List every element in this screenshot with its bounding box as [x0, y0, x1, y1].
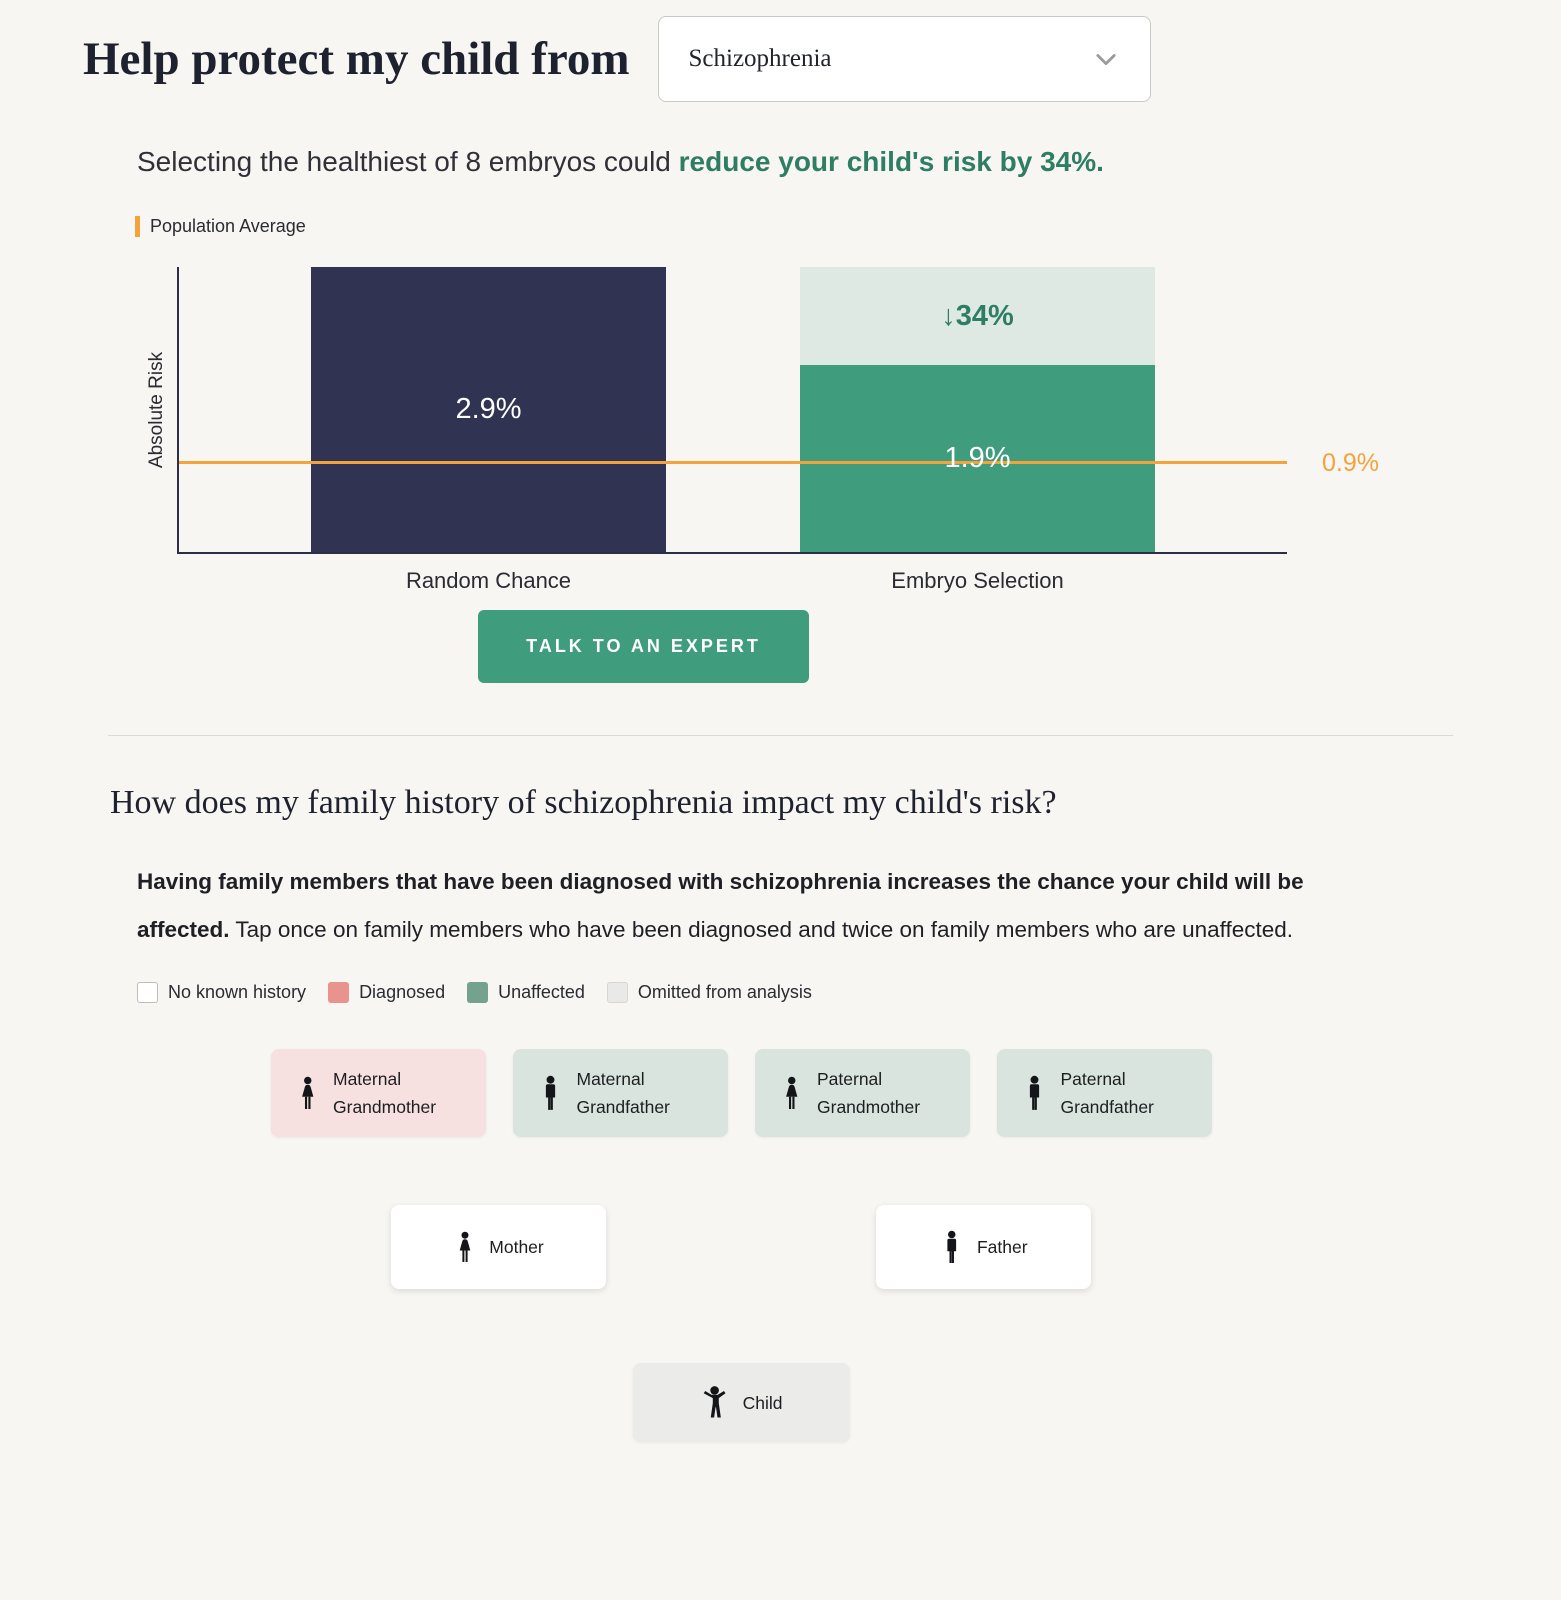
- card-label: Child: [742, 1392, 783, 1413]
- card-paternal-grandfather[interactable]: Paternal Grandfather: [996, 1049, 1212, 1137]
- pedigree: Maternal Grandmother Maternal Grandfathe…: [108, 1049, 1374, 1442]
- man-icon: [1021, 1075, 1048, 1111]
- diagnosed-label: Diagnosed: [359, 982, 446, 1002]
- card-label: Paternal Grandmother: [817, 1065, 920, 1121]
- random-chance-bar: 2.9%: [311, 267, 666, 552]
- x-label-embryo-selection: Embryo Selection: [891, 568, 1064, 593]
- card-label: Paternal Grandfather: [1061, 1065, 1154, 1121]
- man-icon: [537, 1075, 564, 1111]
- parents-row: Mother Father: [108, 1205, 1374, 1289]
- header: Help protect my child from Schizophrenia: [0, 0, 1561, 102]
- risk-subtitle-prefix: Selecting the healthiest of 8 embryos co…: [137, 146, 679, 177]
- description-rest: Tap once on family members who have been…: [229, 917, 1294, 942]
- random-chance-value-label: 2.9%: [455, 393, 522, 425]
- risk-subtitle-highlight: reduce your child's risk by 34%.: [678, 146, 1104, 177]
- condition-dropdown[interactable]: Schizophrenia: [657, 16, 1151, 102]
- embryo-selection-column: ↓34% 1.9%: [800, 267, 1155, 552]
- description-bold: Having family members that have been dia…: [137, 869, 1304, 942]
- card-father[interactable]: Father: [876, 1205, 1091, 1289]
- condition-dropdown-value: Schizophrenia: [688, 45, 832, 72]
- risk-subtitle: Selecting the healthiest of 8 embryos co…: [137, 146, 1287, 178]
- chevron-down-icon: [1092, 45, 1120, 73]
- risk-chart: Absolute Risk 2.9% ↓34% 1.9% 0.9% Random…: [137, 267, 1379, 593]
- diagnosed-swatch: [328, 982, 350, 1003]
- label-line2: Grandfather: [1060, 1097, 1154, 1117]
- card-label: Father: [976, 1237, 1028, 1257]
- child-row: Child: [108, 1363, 1374, 1442]
- label-line2: Grandmother: [333, 1097, 437, 1117]
- label-line2: Grandmother: [817, 1097, 921, 1117]
- man-icon: [939, 1230, 965, 1264]
- unaffected-label: Unaffected: [498, 982, 585, 1002]
- card-maternal-grandfather[interactable]: Maternal Grandfather: [512, 1049, 728, 1137]
- family-history-description: Having family members that have been dia…: [137, 858, 1337, 954]
- card-paternal-grandmother[interactable]: Paternal Grandmother: [754, 1049, 970, 1137]
- label-line1: Maternal: [333, 1069, 402, 1089]
- card-label: Maternal Grandmother: [333, 1065, 436, 1121]
- risk-reduction-area: ↓34%: [800, 267, 1155, 366]
- risk-reduction-label: ↓34%: [941, 299, 1014, 332]
- card-label: Maternal Grandfather: [577, 1065, 670, 1121]
- legend-item-unaffected: Unaffected: [467, 982, 585, 1003]
- x-label-random-chance: Random Chance: [405, 568, 572, 593]
- embryo-selection-value-label: 1.9%: [944, 442, 1011, 475]
- population-average-value-label: 0.9%: [1322, 448, 1379, 477]
- label-line2: Grandfather: [576, 1097, 670, 1117]
- label-line1: Maternal: [576, 1069, 645, 1089]
- omitted-label: Omitted from analysis: [637, 982, 812, 1002]
- family-history-heading: How does my family history of schizophre…: [110, 784, 1057, 821]
- grandparents-row: Maternal Grandmother Maternal Grandfathe…: [108, 1049, 1374, 1137]
- omitted-swatch: [606, 982, 628, 1003]
- population-average-legend-label: Population Average: [150, 216, 306, 236]
- woman-icon: [779, 1076, 805, 1110]
- card-child[interactable]: Child: [632, 1363, 850, 1442]
- population-average-legend: Population Average: [135, 216, 1287, 237]
- card-maternal-grandmother[interactable]: Maternal Grandmother: [270, 1049, 486, 1137]
- legend-item-diagnosed: Diagnosed: [328, 982, 445, 1003]
- woman-icon: [453, 1231, 477, 1263]
- page-title: Help protect my child from: [83, 33, 630, 85]
- population-average-line: [179, 460, 1287, 464]
- risk-section: Selecting the healthiest of 8 embryos co…: [0, 146, 1379, 683]
- child-icon: [699, 1385, 730, 1421]
- embryo-selection-bar: 1.9%: [800, 365, 1155, 552]
- y-axis-label: Absolute Risk: [146, 351, 168, 468]
- no-known-history-swatch: [137, 982, 158, 1003]
- no-known-history-label: No known history: [168, 982, 307, 1002]
- section-divider: [108, 735, 1453, 736]
- y-axis-label-wrap: Absolute Risk: [137, 267, 177, 552]
- unaffected-swatch: [467, 982, 489, 1003]
- card-mother[interactable]: Mother: [391, 1205, 606, 1289]
- card-label: Mother: [489, 1237, 544, 1257]
- family-history-section: How does my family history of schizophre…: [0, 784, 1561, 1442]
- legend-item-omitted: Omitted from analysis: [606, 982, 812, 1003]
- woman-icon: [295, 1076, 321, 1110]
- status-legend: No known history Diagnosed Unaffected Om…: [137, 982, 1561, 1003]
- population-average-swatch: [135, 216, 140, 237]
- legend-item-no-known-history: No known history: [137, 982, 306, 1003]
- talk-to-expert-button[interactable]: TALK TO AN EXPERT: [478, 610, 809, 683]
- chart-plot-area: 2.9% ↓34% 1.9% 0.9% Random Chance Embryo…: [177, 267, 1379, 593]
- label-line1: Paternal: [1060, 1069, 1126, 1089]
- label-line1: Paternal: [817, 1069, 883, 1089]
